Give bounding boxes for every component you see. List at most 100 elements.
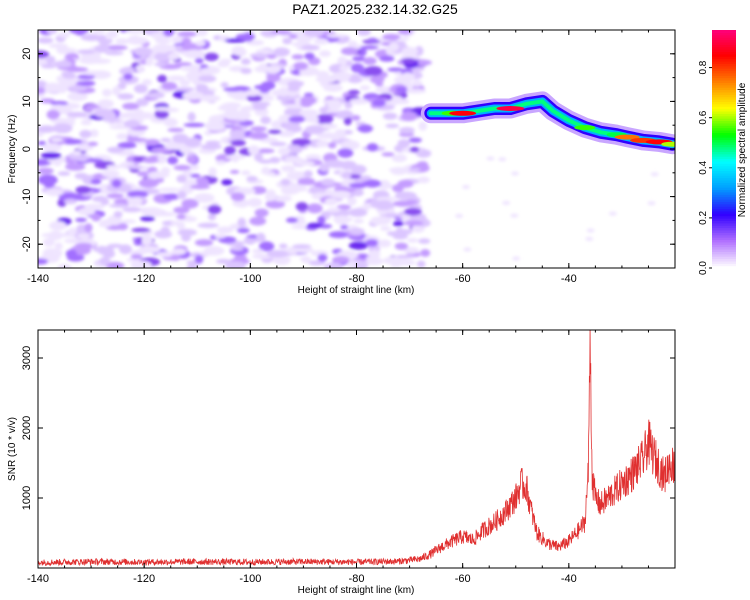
noise-blob (303, 30, 324, 37)
noise-blob (256, 148, 275, 154)
noise-blob (401, 111, 418, 121)
colorbar-strip (712, 218, 736, 221)
noise-blob (195, 30, 208, 37)
noise-blob (608, 211, 617, 216)
colorbar-strip (712, 122, 736, 126)
noise-blob (387, 67, 404, 72)
noise-blob (66, 66, 89, 73)
noise-blob (98, 220, 113, 228)
noise-blob (106, 193, 124, 199)
noise-blob (390, 167, 408, 175)
noise-blob (176, 214, 186, 220)
colorbar-strip (712, 248, 736, 252)
x-tick-label: -120 (133, 573, 155, 585)
snr-xlabel: Height of straight line (km) (298, 585, 415, 596)
colorbar-strip (712, 208, 736, 212)
noise-blob (248, 145, 260, 155)
noise-blob (181, 233, 191, 242)
ridge-peak (449, 110, 477, 116)
noise-blob (288, 116, 306, 123)
colorbar-strip (712, 49, 736, 53)
noise-blob (248, 131, 269, 140)
noise-blob (307, 203, 323, 214)
noise-blob (116, 133, 129, 140)
noise-blob (113, 211, 123, 218)
noise-blob (380, 226, 391, 231)
noise-blob (176, 191, 187, 200)
snr-frame (37, 329, 676, 569)
colorbar-strip (712, 165, 736, 169)
noise-blob (364, 66, 383, 76)
noise-blob (293, 247, 314, 253)
colorbar-strip (712, 103, 736, 107)
colorbar-strip (712, 191, 736, 195)
noise-blob (377, 239, 392, 248)
noise-blob (223, 87, 243, 92)
noise-blob (250, 126, 267, 132)
noise-blob (338, 65, 350, 72)
colorbar-strip (712, 258, 736, 262)
noise-blob (242, 32, 254, 42)
noise-blob (194, 57, 204, 64)
noise-blob (54, 242, 63, 251)
noise-blob (293, 62, 309, 70)
noise-blob (77, 143, 94, 151)
noise-blob (252, 104, 268, 111)
noise-blob (53, 160, 62, 167)
colorbar-strip (712, 156, 736, 160)
noise-blob (60, 138, 83, 145)
noise-blob (304, 115, 320, 123)
noise-blob (324, 197, 338, 206)
noise-blob (328, 142, 337, 149)
noise-blob (68, 85, 87, 92)
noise-blob (235, 111, 251, 120)
noise-blob (586, 228, 595, 233)
colorbar-strip (712, 58, 736, 62)
noise-blob (38, 37, 54, 44)
noise-blob (274, 197, 291, 202)
noise-blob (321, 211, 332, 217)
colorbar-strip (712, 189, 736, 193)
noise-blob (282, 37, 293, 45)
noise-blob (105, 45, 128, 51)
noise-blob (349, 98, 370, 105)
noise-blob (340, 224, 349, 230)
noise-blob (340, 47, 359, 56)
noise-blob (305, 154, 322, 161)
noise-blob (406, 238, 419, 243)
noise-blob (336, 204, 351, 210)
noise-blob (48, 43, 68, 49)
y-tick-label: -10 (21, 189, 33, 205)
noise-blob (67, 91, 88, 102)
noise-blob (386, 231, 399, 237)
noise-blob (80, 33, 102, 42)
noise-blob (408, 167, 421, 172)
noise-blob (157, 74, 168, 83)
x-tick-label: -60 (455, 573, 471, 585)
noise-blob (399, 126, 415, 134)
noise-blob (194, 239, 214, 247)
colorbar-strip (712, 96, 736, 100)
noise-blob (138, 245, 161, 254)
colorbar-strip (712, 215, 736, 219)
noise-blob (455, 213, 464, 218)
noise-blob (246, 95, 263, 102)
x-tick-label: -100 (239, 573, 261, 585)
colorbar-strip (712, 75, 736, 79)
colorbar-strip (712, 184, 736, 188)
noise-blob (277, 147, 291, 156)
noise-blob (133, 84, 148, 94)
noise-blob (160, 226, 170, 235)
noise-blob (38, 125, 56, 133)
noise-blob (167, 75, 186, 82)
x-tick-label: -80 (349, 273, 365, 285)
noise-blob (62, 72, 77, 79)
colorbar-strip (712, 137, 736, 141)
noise-blob (260, 116, 271, 125)
colorbar-strip (712, 198, 736, 202)
noise-blob (79, 57, 101, 65)
colorbar-strip (712, 265, 736, 269)
noise-blob (385, 123, 400, 129)
noise-blob (229, 169, 240, 174)
